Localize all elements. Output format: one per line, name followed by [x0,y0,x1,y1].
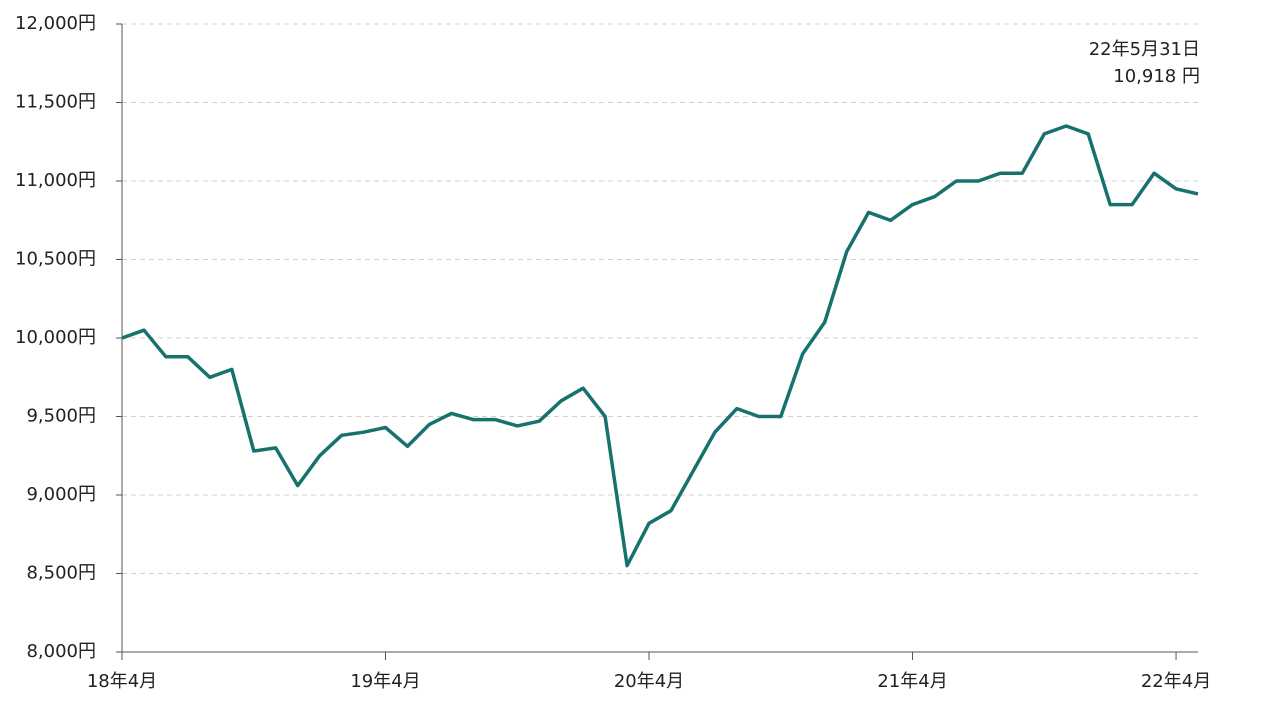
y-tick-label: 8,000円 [26,641,96,662]
y-tick-label: 9,500円 [26,406,96,427]
x-tick-label: 20年4月 [614,671,684,692]
annotation-value: 10,918 円 [1113,66,1200,87]
x-tick-label: 18年4月 [87,671,157,692]
annotation-date: 22年5月31日 [1089,39,1200,60]
y-tick-label: 8,500円 [26,563,96,584]
y-tick-label: 11,000円 [15,170,96,191]
y-tick-label: 12,000円 [15,13,96,34]
x-tick-label: 22年4月 [1141,671,1211,692]
line [121,124,1199,568]
y-tick-label: 10,500円 [15,249,96,270]
y-tick-label: 9,000円 [26,484,96,505]
y-tick-label: 11,500円 [15,92,96,113]
y-tick-label: 10,000円 [15,327,96,348]
x-tick-label: 19年4月 [350,671,420,692]
x-tick-label: 21年4月 [877,671,947,692]
